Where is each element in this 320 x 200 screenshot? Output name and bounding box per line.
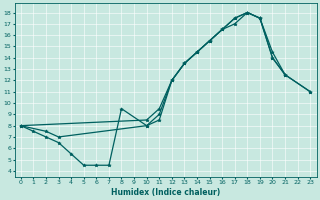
- X-axis label: Humidex (Indice chaleur): Humidex (Indice chaleur): [111, 188, 220, 197]
